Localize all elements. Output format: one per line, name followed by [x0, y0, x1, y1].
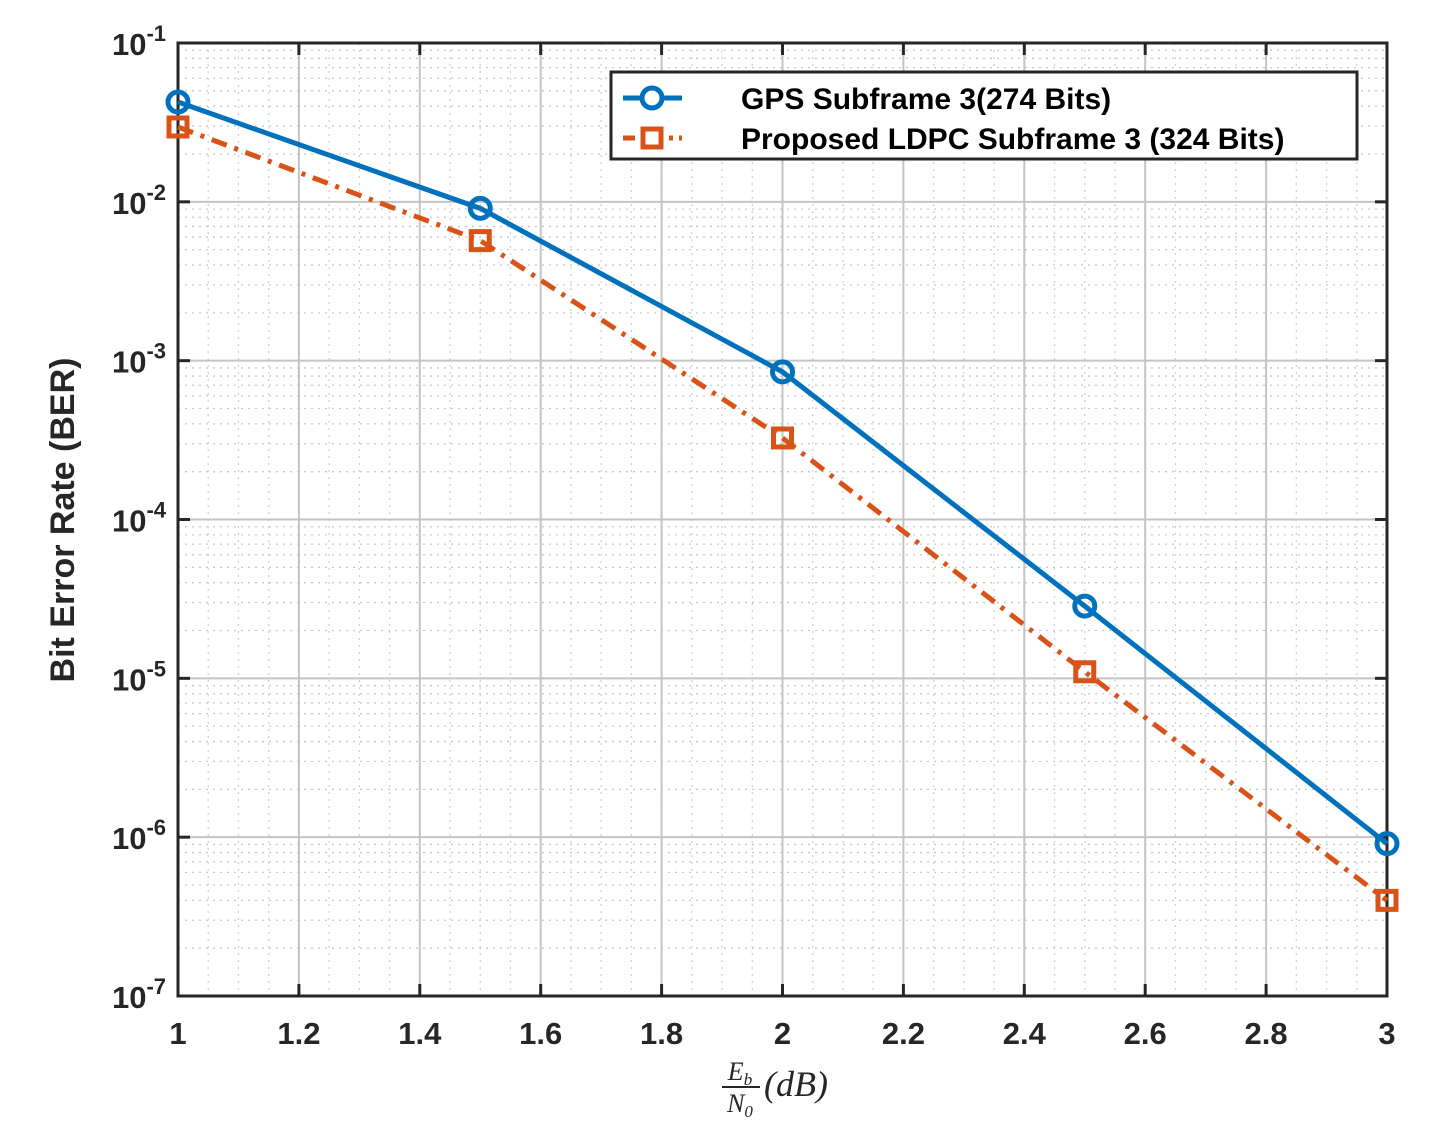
x-tick-label: 1.4: [398, 1016, 442, 1051]
x-tick-label: 2.2: [882, 1016, 925, 1051]
legend: GPS Subframe 3(274 Bits) Proposed LDPC Su…: [609, 70, 1359, 161]
x-tick-label: 2.4: [1003, 1016, 1047, 1051]
data-point-circle: [770, 359, 795, 385]
legend-marker-circle: [639, 85, 665, 111]
x-tick-label: 1.6: [519, 1016, 562, 1051]
x-tick-label: 3: [1378, 1016, 1395, 1051]
legend-box: [609, 70, 1359, 161]
data-point-circle: [1072, 593, 1098, 619]
y-tick-label: 10-7: [112, 974, 166, 1015]
x-tick-label: 1.2: [277, 1016, 320, 1051]
data-point-square: [166, 115, 190, 139]
y-tick-label: 10-3: [112, 339, 166, 380]
x-tick-label: 1: [169, 1016, 186, 1051]
y-tick-label: 10-4: [112, 498, 167, 539]
data-point-square: [468, 229, 492, 253]
legend-label-1: Proposed LDPC Subframe 3 (324 Bits): [741, 123, 1284, 156]
x-label-unit: (dB): [764, 1064, 828, 1104]
x-tick-label: 2.6: [1124, 1016, 1167, 1051]
y-tick-label: 10-6: [112, 815, 166, 856]
y-tick-label: 10-5: [112, 656, 166, 697]
x-label-numerator: Eb: [727, 1057, 752, 1089]
data-point-square: [771, 426, 794, 450]
data-point-square: [1375, 888, 1399, 912]
series-line-1: [177, 124, 1389, 903]
y-axis-label: Bit Error Rate (BER): [44, 358, 82, 683]
legend-marker-square: [640, 126, 664, 150]
data-point-circle: [165, 89, 191, 115]
data-point-square: [1073, 660, 1097, 684]
x-label-denominator: N0: [726, 1089, 753, 1121]
y-tick-label: 10-1: [112, 21, 166, 62]
data-point-circle: [467, 195, 493, 221]
legend-label-0: GPS Subframe 3(274 Bits): [741, 83, 1111, 116]
grid: [177, 42, 1388, 997]
series-layer: [165, 89, 1400, 912]
y-tick-label: 10-2: [112, 180, 166, 221]
x-tick-label: 2: [774, 1016, 791, 1051]
data-point-circle: [1374, 831, 1400, 857]
x-tick-label: 2.8: [1245, 1016, 1288, 1051]
x-tick-label: 1.8: [640, 1016, 683, 1051]
axes: 1 1.2 1.4 1.6 1.8 2 2.2 2.4 2.6 2.8 3 10-1 10-2 10-3 1…: [112, 21, 1396, 1051]
series-line-0: [177, 99, 1389, 846]
